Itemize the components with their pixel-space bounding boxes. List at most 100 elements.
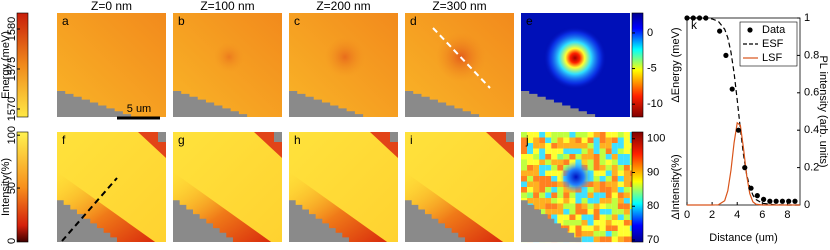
map-cell	[575, 132, 582, 138]
map-cell	[539, 192, 546, 199]
map-cell	[581, 236, 588, 243]
map-cell	[581, 198, 588, 204]
map-cell	[623, 225, 630, 232]
map-cell	[581, 231, 588, 237]
map-cell	[569, 203, 576, 210]
map-mask	[405, 91, 480, 117]
map-cell	[527, 148, 534, 155]
heatmap-image	[521, 132, 636, 243]
map-cell	[611, 214, 618, 221]
x-tick-label: 6	[759, 209, 765, 221]
map-cell	[581, 137, 588, 144]
map-cell	[527, 176, 534, 182]
map-cell	[617, 165, 624, 171]
map-cell	[599, 192, 606, 199]
panel-letter: c	[294, 14, 300, 28]
map-cell	[623, 181, 630, 188]
map-cell	[557, 209, 564, 215]
map-cell	[623, 176, 630, 182]
map-cell	[599, 220, 606, 226]
colorbar-tick-label: 1575	[6, 57, 18, 81]
map-cell	[533, 143, 540, 149]
map-cell	[551, 170, 558, 177]
map-cell	[623, 192, 630, 199]
map-cell	[527, 187, 534, 193]
legend-label: Data	[762, 24, 786, 36]
map-cell	[575, 192, 582, 199]
map-cell	[599, 181, 606, 188]
map-cell	[611, 192, 618, 199]
data-point	[742, 165, 748, 171]
map-cell	[545, 143, 552, 149]
map-cell	[587, 231, 594, 237]
map-cell	[539, 148, 546, 155]
map-cell	[545, 170, 552, 177]
map-cell	[605, 181, 612, 188]
map-cell	[557, 143, 564, 149]
data-point	[760, 196, 767, 202]
map-cell	[551, 187, 558, 193]
map-cell	[599, 231, 606, 237]
panel-letter: j	[525, 133, 529, 147]
colorbar-tick-label: 0	[647, 27, 653, 39]
map-cell	[521, 170, 528, 177]
map-cell	[611, 170, 618, 177]
y2-axis-label: PL intensity (arb. units)	[817, 55, 829, 167]
map-cell	[599, 154, 606, 160]
map-cell	[569, 143, 576, 149]
map-cell	[605, 231, 612, 237]
y2-tick-label: 0.8	[804, 49, 819, 61]
map-cell	[623, 209, 630, 215]
map-cell	[587, 187, 594, 193]
map-cell	[563, 209, 570, 215]
panel-letter: a	[62, 14, 69, 28]
map-cell	[551, 181, 558, 188]
map-cell	[521, 165, 528, 171]
map-mask	[173, 200, 233, 242]
map-cell	[545, 209, 552, 215]
map-mask	[521, 91, 596, 117]
map-cell	[623, 203, 630, 210]
map-cell	[533, 137, 540, 144]
map-cell	[617, 192, 624, 199]
data-point	[717, 28, 723, 34]
map-cell	[581, 214, 588, 221]
map-cell	[623, 214, 630, 221]
map-cell	[599, 137, 606, 144]
map-cell	[557, 192, 564, 199]
map-cell	[581, 225, 588, 232]
map-cell	[521, 132, 528, 138]
map-cell	[545, 198, 552, 204]
map-cell	[611, 154, 618, 160]
map-cell	[611, 159, 618, 166]
map-cell	[593, 143, 600, 149]
map-cell	[611, 165, 618, 171]
map-corner-gray	[390, 132, 398, 142]
map-cell	[521, 137, 528, 144]
map-cell	[587, 132, 594, 138]
map-cell	[521, 187, 528, 193]
y2-tick-label: 1	[804, 12, 810, 24]
x-tick-label: 0	[684, 209, 690, 221]
map-cell	[587, 143, 594, 149]
map-cell	[569, 209, 576, 215]
map-cell	[617, 132, 624, 138]
map-cell	[527, 198, 534, 204]
map-cell	[593, 236, 600, 243]
map-cell	[593, 203, 600, 210]
map-cell	[581, 148, 588, 155]
map-cell	[575, 137, 582, 144]
colorbar	[631, 131, 644, 243]
map-cell	[563, 214, 570, 221]
map-cell	[593, 176, 600, 182]
map-cell	[617, 148, 624, 155]
map-cell	[599, 203, 606, 210]
map-cell	[521, 181, 528, 188]
map-cell	[575, 143, 582, 149]
map-cell	[563, 148, 570, 155]
map-cell	[551, 132, 558, 138]
colorbar-tick-label: 1580	[6, 17, 18, 41]
data-point	[735, 127, 742, 133]
map-cell	[539, 198, 546, 204]
